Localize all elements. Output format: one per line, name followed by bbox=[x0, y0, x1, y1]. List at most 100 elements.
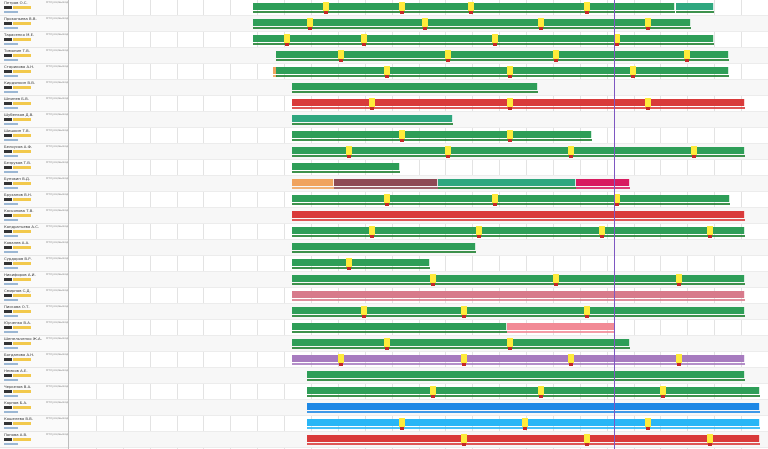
employee-row[interactable]: Петров О.С. Отпуск/выход bbox=[0, 0, 68, 16]
employee-name[interactable]: Смирнов С.Д. bbox=[4, 288, 31, 293]
event-marker[interactable] bbox=[568, 146, 574, 155]
event-marker[interactable] bbox=[461, 306, 467, 315]
event-marker[interactable] bbox=[507, 338, 513, 347]
employee-row[interactable]: Кондратьева А.С. Отпуск/выход bbox=[0, 224, 68, 240]
employee-name[interactable]: Белоусов А.Ф. bbox=[4, 144, 33, 149]
employee-name[interactable]: Шубенков Д.В. bbox=[4, 112, 34, 117]
event-marker[interactable] bbox=[399, 2, 405, 11]
event-marker[interactable] bbox=[492, 34, 498, 43]
employee-name[interactable]: Петров О.С. bbox=[4, 0, 28, 5]
shift-bar[interactable] bbox=[507, 323, 615, 330]
event-marker[interactable] bbox=[553, 50, 559, 59]
shift-bar[interactable] bbox=[307, 435, 760, 442]
event-marker[interactable] bbox=[461, 434, 467, 443]
shift-bar[interactable] bbox=[292, 243, 476, 250]
event-marker[interactable] bbox=[361, 306, 367, 315]
employee-name[interactable]: Старикова А.Н. bbox=[4, 64, 35, 69]
employee-name[interactable]: Богданова А.Н. bbox=[4, 352, 35, 357]
event-marker[interactable] bbox=[645, 418, 651, 427]
employee-row[interactable]: Тарасенко М.Е. Отпуск/выход bbox=[0, 32, 68, 48]
employee-name[interactable]: Бруханов В.Н. bbox=[4, 192, 32, 197]
employee-row[interactable]: Касьянова Т.В. Отпуск/выход bbox=[0, 208, 68, 224]
event-marker[interactable] bbox=[645, 18, 651, 27]
employee-name[interactable]: Сурдоров В.Р. bbox=[4, 256, 32, 261]
shift-bar[interactable] bbox=[253, 35, 714, 42]
event-marker[interactable] bbox=[522, 418, 528, 427]
event-marker[interactable] bbox=[507, 66, 513, 75]
shift-bar[interactable] bbox=[292, 99, 745, 106]
event-marker[interactable] bbox=[538, 386, 544, 395]
shift-bar[interactable] bbox=[292, 275, 745, 282]
event-marker[interactable] bbox=[584, 434, 590, 443]
event-marker[interactable] bbox=[630, 66, 636, 75]
employee-row[interactable]: Смирнов С.Д. Отпуск/выход bbox=[0, 288, 68, 304]
shift-bar[interactable] bbox=[292, 131, 592, 138]
employee-row[interactable]: Кошелева В.В. Отпуск/выход bbox=[0, 416, 68, 432]
event-marker[interactable] bbox=[507, 130, 513, 139]
event-marker[interactable] bbox=[461, 354, 467, 363]
employee-name[interactable]: Прокопьева В.В. bbox=[4, 16, 37, 21]
event-marker[interactable] bbox=[584, 2, 590, 11]
employee-name[interactable]: Никифоров А.И. bbox=[4, 272, 36, 277]
event-marker[interactable] bbox=[399, 130, 405, 139]
event-marker[interactable] bbox=[507, 98, 513, 107]
shift-bar[interactable] bbox=[292, 339, 630, 346]
employee-row[interactable]: Безруков Т.В. Отпуск/выход bbox=[0, 160, 68, 176]
employee-row[interactable]: Карпов Б.А. Отпуск/выход bbox=[0, 400, 68, 416]
event-marker[interactable] bbox=[399, 418, 405, 427]
shift-bar[interactable] bbox=[292, 211, 745, 218]
employee-row[interactable]: Шишкин Т.В. Отпуск/выход bbox=[0, 128, 68, 144]
employee-row[interactable]: Кирдяпкин В.В. Отпуск/выход bbox=[0, 80, 68, 96]
employee-row[interactable]: Сурдоров В.Р. Отпуск/выход bbox=[0, 256, 68, 272]
shift-bar[interactable] bbox=[292, 179, 334, 186]
employee-row[interactable]: Белоусов А.Ф. Отпуск/выход bbox=[0, 144, 68, 160]
employee-name[interactable]: Кондратьева А.С. bbox=[4, 224, 40, 229]
shift-bar[interactable] bbox=[276, 67, 729, 74]
shift-bar[interactable] bbox=[292, 227, 745, 234]
shift-bar[interactable] bbox=[334, 179, 438, 186]
shift-bar[interactable] bbox=[307, 371, 745, 378]
event-marker[interactable] bbox=[384, 338, 390, 347]
event-marker[interactable] bbox=[361, 34, 367, 43]
employee-row[interactable]: Ковалев А.А. Отпуск/выход bbox=[0, 240, 68, 256]
event-marker[interactable] bbox=[691, 146, 697, 155]
event-marker[interactable] bbox=[430, 274, 436, 283]
shift-bar[interactable] bbox=[292, 323, 507, 330]
shift-bar[interactable] bbox=[307, 387, 760, 394]
employee-name[interactable]: Ковалев А.А. bbox=[4, 240, 30, 245]
employee-name[interactable]: Тарасенко М.Е. bbox=[4, 32, 35, 37]
event-marker[interactable] bbox=[553, 274, 559, 283]
shift-bar[interactable] bbox=[307, 403, 760, 410]
event-marker[interactable] bbox=[614, 34, 620, 43]
shift-bar[interactable] bbox=[292, 147, 745, 154]
event-marker[interactable] bbox=[614, 194, 620, 203]
event-marker[interactable] bbox=[445, 50, 451, 59]
event-marker[interactable] bbox=[660, 386, 666, 395]
event-marker[interactable] bbox=[346, 146, 352, 155]
employee-name[interactable]: Карпов Б.А. bbox=[4, 400, 28, 405]
event-marker[interactable] bbox=[707, 434, 713, 443]
event-marker[interactable] bbox=[676, 354, 682, 363]
shift-bar[interactable] bbox=[292, 195, 730, 202]
employee-name[interactable]: Безруков Т.В. bbox=[4, 160, 32, 165]
employee-name[interactable]: Пискова О.Т. bbox=[4, 304, 30, 309]
shift-bar[interactable] bbox=[253, 19, 691, 26]
shift-bar[interactable] bbox=[576, 179, 630, 186]
employee-name[interactable]: Касьянова Т.В. bbox=[4, 208, 34, 213]
shift-bar[interactable] bbox=[676, 3, 714, 10]
event-marker[interactable] bbox=[346, 258, 352, 267]
employee-name[interactable]: Бунякин В.Д. bbox=[4, 176, 31, 181]
event-marker[interactable] bbox=[492, 194, 498, 203]
employee-row[interactable]: Тимонин Т.В. Отпуск/выход bbox=[0, 48, 68, 64]
shift-bar[interactable] bbox=[307, 419, 760, 426]
event-marker[interactable] bbox=[645, 98, 651, 107]
event-marker[interactable] bbox=[445, 146, 451, 155]
employee-row[interactable]: Прокопьева В.В. Отпуск/выход bbox=[0, 16, 68, 32]
employee-name[interactable]: Попова А.В. bbox=[4, 432, 28, 437]
employee-row[interactable]: Шепельченко Ж.А. Отпуск/выход bbox=[0, 336, 68, 352]
event-marker[interactable] bbox=[338, 354, 344, 363]
shift-bar[interactable] bbox=[292, 83, 538, 90]
event-marker[interactable] bbox=[599, 226, 605, 235]
employee-name[interactable]: Тимонин Т.В. bbox=[4, 48, 30, 53]
event-marker[interactable] bbox=[284, 34, 290, 43]
